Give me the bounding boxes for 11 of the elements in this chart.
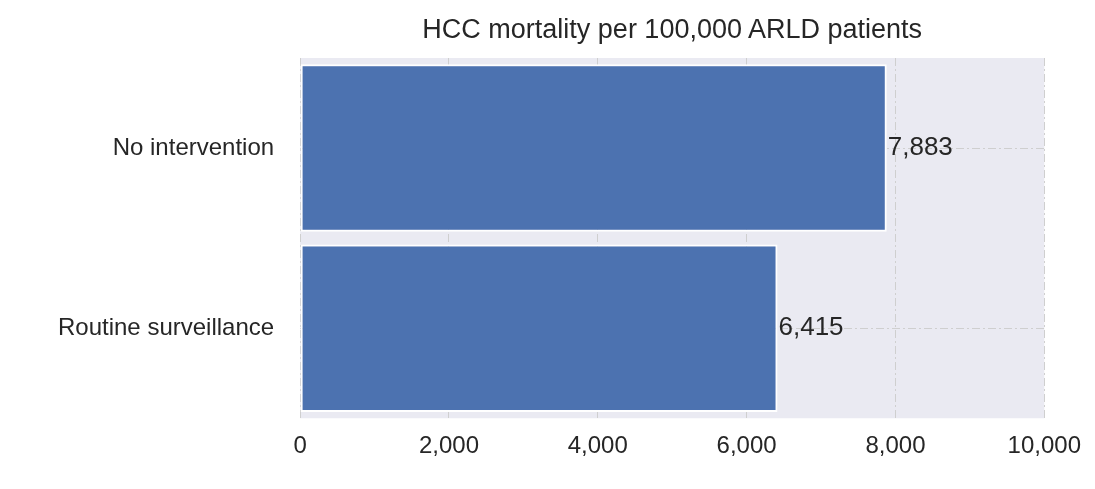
- x-tick-label: 0: [293, 431, 307, 459]
- x-tick-label: 8,000: [865, 431, 926, 459]
- y-tick-label: Routine surveillance: [57, 312, 275, 340]
- data-label: 6,415: [778, 311, 844, 342]
- x-tick-label: 2,000: [418, 431, 479, 459]
- data-label: 7,883: [887, 131, 953, 162]
- x-tick-label: 10,000: [1007, 431, 1081, 459]
- x-tick-label: 6,000: [716, 431, 777, 459]
- x-tick-label: 4,000: [567, 431, 628, 459]
- chart-title: HCC mortality per 100,000 ARLD patients: [422, 14, 923, 45]
- y-tick-label: No intervention: [112, 132, 275, 160]
